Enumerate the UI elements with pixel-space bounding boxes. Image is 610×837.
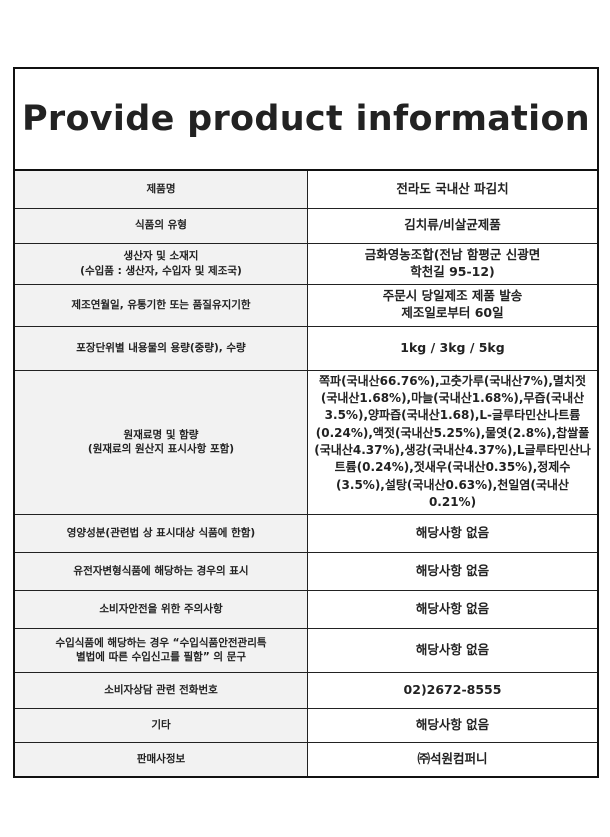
table-row: 제품명 전라도 국내산 파김치 xyxy=(15,171,597,209)
row-label: 소비자안전을 위한 주의사항 xyxy=(15,589,308,629)
row-label: 제품명 xyxy=(15,171,308,209)
row-value: 전라도 국내산 파김치 xyxy=(307,171,597,209)
row-label: 유전자변형식품에 해당하는 경우의 표시 xyxy=(15,551,308,591)
table-row: 식품의 유형 김치류/비살균제품 xyxy=(15,207,597,244)
row-value: ㈜석원컴퍼니 xyxy=(307,741,597,777)
row-label: 식품의 유형 xyxy=(15,207,308,244)
table-row: 원재료명 및 함량 (원재료의 원산지 표시사항 포함) 쪽파(국내산66.76%… xyxy=(15,369,597,515)
row-value: 금화영농조합(전남 함평군 신광면 학천길 95-12) xyxy=(307,242,597,285)
row-value: 해당사항 없음 xyxy=(307,551,597,591)
table-row: 소비자상담 관련 전화번호 02)2672-8555 xyxy=(15,671,597,709)
table-row: 소비자안전을 위한 주의사항 해당사항 없음 xyxy=(15,589,597,629)
table-row: 생산자 및 소재지 (수입품 : 생산자, 수입자 및 제조국) 금화영농조합(전… xyxy=(15,242,597,285)
row-label: 판매사정보 xyxy=(15,741,308,777)
row-value: 주문시 당일제조 제품 발송 제조일로부터 60일 xyxy=(307,283,597,327)
product-info-table: 제품명 전라도 국내산 파김치 식품의 유형 김치류/비살균제품 생산자 및 소재지 (… xyxy=(15,171,597,777)
row-value: 해당사항 없음 xyxy=(307,627,597,673)
table-row: 수입식품에 해당하는 경우 “수입식품안전관리특 별법에 따른 수입신고를 필함… xyxy=(15,627,597,673)
row-value: 02)2672-8555 xyxy=(307,671,597,709)
row-value: 김치류/비살균제품 xyxy=(307,207,597,244)
row-label: 영양성분(관련법 상 표시대상 식품에 한함) xyxy=(15,513,308,553)
row-value: 해당사항 없음 xyxy=(307,513,597,553)
row-value: 1kg / 3kg / 5kg xyxy=(307,325,597,371)
page-title: Provide product information xyxy=(15,69,597,171)
table-row: 영양성분(관련법 상 표시대상 식품에 한함) 해당사항 없음 xyxy=(15,513,597,553)
row-value: 쪽파(국내산66.76%),고춧가루(국내산7%),멸치젓(국내산1.68%),… xyxy=(307,369,597,515)
row-label: 생산자 및 소재지 (수입품 : 생산자, 수입자 및 제조국) xyxy=(15,242,308,285)
row-label: 포장단위별 내용물의 용량(중량), 수량 xyxy=(15,325,308,371)
row-label: 제조연월일, 유통기한 또는 품질유지기한 xyxy=(15,283,308,327)
row-label: 수입식품에 해당하는 경우 “수입식품안전관리특 별법에 따른 수입신고를 필함… xyxy=(15,627,308,673)
row-label: 기타 xyxy=(15,707,308,743)
row-label: 소비자상담 관련 전화번호 xyxy=(15,671,308,709)
product-info-sheet: Provide product information 제품명 전라도 국내산 파… xyxy=(13,67,599,779)
table-row: 제조연월일, 유통기한 또는 품질유지기한 주문시 당일제조 제품 발송 제조일로… xyxy=(15,283,597,327)
table-row: 포장단위별 내용물의 용량(중량), 수량 1kg / 3kg / 5kg xyxy=(15,325,597,371)
table-row: 판매사정보 ㈜석원컴퍼니 xyxy=(15,741,597,777)
row-label: 원재료명 및 함량 (원재료의 원산지 표시사항 포함) xyxy=(15,369,308,515)
table-row: 유전자변형식품에 해당하는 경우의 표시 해당사항 없음 xyxy=(15,551,597,591)
row-value: 해당사항 없음 xyxy=(307,589,597,629)
row-value: 해당사항 없음 xyxy=(307,707,597,743)
table-row: 기타 해당사항 없음 xyxy=(15,707,597,743)
